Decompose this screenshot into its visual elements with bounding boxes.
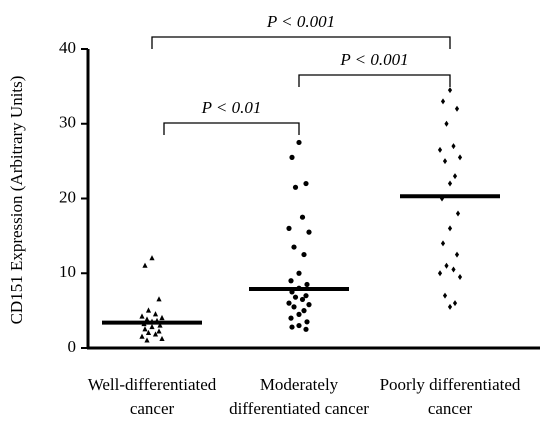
y-tick-label: 30 bbox=[59, 113, 76, 132]
data-point bbox=[440, 98, 446, 105]
data-point bbox=[296, 270, 302, 276]
data-point bbox=[440, 240, 446, 247]
data-point bbox=[149, 255, 155, 261]
data-point bbox=[299, 214, 306, 220]
data-point bbox=[144, 316, 150, 322]
x-tick-label: Poorly differentiated bbox=[380, 375, 521, 394]
data-point bbox=[447, 180, 453, 187]
y-axis-label: CD151 Expression (Arbitrary Units) bbox=[7, 76, 26, 325]
data-point bbox=[304, 319, 310, 325]
data-point bbox=[149, 323, 155, 330]
x-tick-label: Moderately bbox=[260, 375, 339, 394]
y-tick-label: 10 bbox=[59, 262, 76, 281]
data-point bbox=[292, 184, 299, 190]
data-point bbox=[289, 324, 295, 330]
data-point bbox=[457, 154, 463, 161]
data-point bbox=[455, 210, 461, 217]
significance-label: P < 0.001 bbox=[266, 12, 335, 31]
data-point bbox=[152, 311, 159, 317]
data-point bbox=[142, 262, 148, 268]
data-point bbox=[156, 296, 162, 302]
significance-bracket bbox=[163, 122, 300, 135]
data-point bbox=[142, 326, 148, 332]
data-point bbox=[145, 329, 152, 336]
data-point bbox=[156, 328, 162, 334]
data-point bbox=[454, 251, 460, 258]
x-tick-label: cancer bbox=[130, 399, 175, 418]
data-point bbox=[159, 335, 165, 342]
data-point bbox=[296, 322, 302, 329]
data-point bbox=[289, 154, 295, 160]
data-point bbox=[152, 331, 159, 337]
data-point bbox=[144, 337, 150, 343]
x-tick-label: Well-differentiated bbox=[88, 375, 217, 394]
data-point bbox=[444, 262, 449, 269]
data-point bbox=[157, 322, 163, 328]
data-point bbox=[447, 225, 453, 232]
data-point bbox=[296, 311, 302, 317]
data-point bbox=[139, 333, 145, 339]
data-point bbox=[444, 120, 449, 127]
significance-label: P < 0.001 bbox=[339, 50, 408, 69]
data-point bbox=[452, 300, 458, 307]
data-point bbox=[292, 294, 299, 300]
data-point bbox=[304, 281, 310, 288]
data-point bbox=[145, 307, 152, 313]
data-point bbox=[437, 270, 443, 277]
data-point bbox=[447, 303, 453, 310]
data-point bbox=[291, 244, 297, 250]
data-point bbox=[288, 315, 294, 321]
data-point bbox=[454, 105, 460, 112]
data-point bbox=[452, 173, 458, 180]
data-point bbox=[306, 302, 312, 308]
data-point bbox=[451, 266, 456, 273]
data-point bbox=[301, 308, 307, 314]
data-point bbox=[303, 293, 309, 299]
data-point bbox=[291, 304, 297, 310]
data-point bbox=[442, 292, 448, 299]
data-point bbox=[457, 273, 463, 280]
data-point bbox=[296, 139, 302, 146]
data-point bbox=[301, 251, 307, 258]
data-point bbox=[442, 158, 448, 165]
y-tick-label: 40 bbox=[59, 38, 76, 57]
significance-bracket bbox=[298, 74, 451, 87]
y-tick-label: 20 bbox=[59, 187, 76, 206]
data-point bbox=[306, 229, 312, 235]
data-point bbox=[303, 326, 309, 332]
significance-bracket bbox=[151, 36, 451, 49]
data-point bbox=[303, 180, 309, 187]
data-point bbox=[139, 313, 145, 319]
data-point bbox=[447, 87, 453, 94]
data-point bbox=[288, 278, 294, 284]
data-point bbox=[159, 314, 165, 321]
significance-label: P < 0.01 bbox=[201, 98, 262, 117]
x-tick-label: cancer bbox=[428, 399, 473, 418]
y-tick-label: 0 bbox=[68, 337, 77, 356]
data-point bbox=[437, 146, 443, 153]
data-point bbox=[451, 143, 456, 150]
data-point bbox=[286, 300, 292, 306]
data-point bbox=[286, 225, 292, 231]
data-point bbox=[299, 296, 306, 303]
x-tick-label: differentiated cancer bbox=[229, 399, 369, 418]
